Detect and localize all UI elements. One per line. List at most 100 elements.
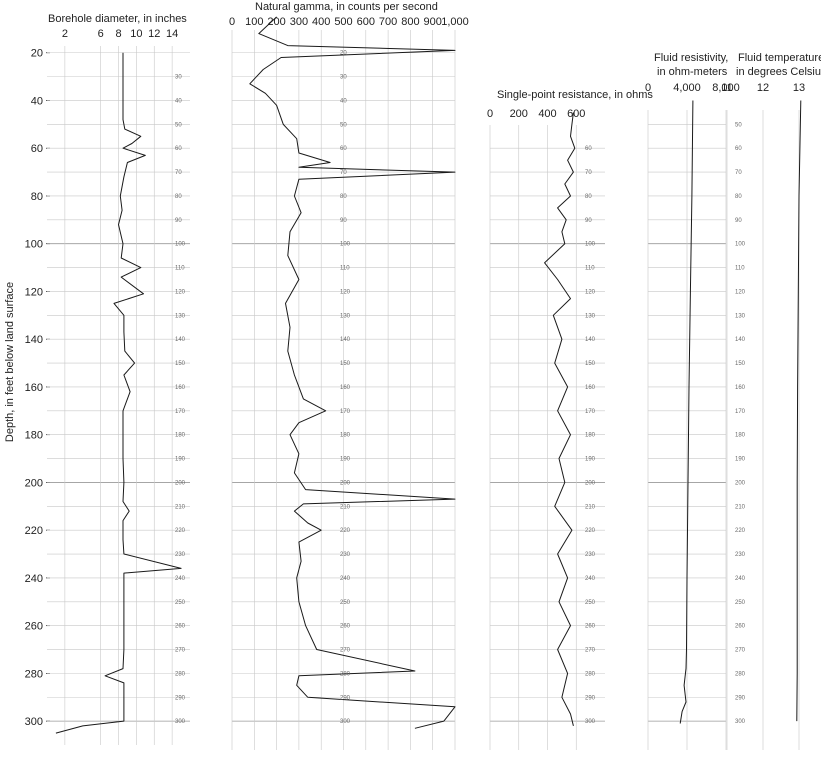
- depth-annotation: 60: [340, 146, 347, 152]
- depth-annotation-column: 30 40 50 60 70 80 90 100 110 120 130 140 150 160 170 18…: [175, 75, 186, 726]
- borehole-diameter-trace: [55, 52, 182, 734]
- depth-annotation: 130: [340, 313, 351, 319]
- fluid-temperature-tick-label: 11: [721, 82, 732, 94]
- depth-annotation: 100: [175, 242, 186, 248]
- depth-annotation: 210: [340, 504, 351, 510]
- depth-tick-label: 220: [25, 525, 43, 537]
- depth-annotation: 50: [340, 122, 347, 128]
- depth-annotation: 150: [175, 361, 186, 367]
- depth-tick-label: 160: [25, 382, 43, 394]
- depth-annotation: 110: [175, 266, 185, 272]
- depth-annotation: 220: [735, 528, 746, 534]
- depth-annotation: 50: [735, 122, 742, 128]
- depth-annotation: 150: [340, 361, 351, 367]
- depth-annotation: 250: [340, 600, 351, 606]
- single-point-resistance-track: Single-point resistance, in ohms 0 200 400…: [487, 89, 653, 750]
- depth-annotation: 20: [340, 51, 347, 57]
- depth-annotation: 130: [175, 313, 186, 319]
- depth-annotation: 210: [585, 504, 596, 510]
- depth-annotation: 60: [585, 146, 592, 152]
- depth-annotation: 90: [175, 218, 182, 224]
- depth-annotation: 170: [735, 409, 746, 415]
- depth-annotation: 160: [585, 385, 596, 391]
- depth-annotation: 230: [735, 552, 746, 558]
- borehole-diameter-tick-label: 8: [115, 28, 121, 40]
- depth-annotation: 290: [585, 695, 596, 701]
- depth-annotation: 270: [175, 648, 186, 654]
- natural-gamma-tick-label: 300: [290, 16, 308, 28]
- depth-annotation: 180: [340, 433, 351, 439]
- depth-annotation: 280: [175, 671, 186, 677]
- depth-annotation: 220: [340, 528, 351, 534]
- depth-annotation: 120: [735, 289, 746, 295]
- natural-gamma-tick-label: 900: [424, 16, 442, 28]
- depth-annotation: 80: [735, 194, 742, 200]
- borehole-diameter-tick-label: 12: [148, 28, 160, 40]
- depth-annotation: 150: [735, 361, 746, 367]
- depth-tick-label: 200: [25, 477, 43, 489]
- depth-annotation: 40: [340, 98, 347, 104]
- depth-annotation: 200: [585, 480, 596, 486]
- fluid-resistivity-tick-label: 4,000: [673, 82, 701, 94]
- depth-annotation: 250: [585, 600, 596, 606]
- depth-annotation: 110: [340, 266, 350, 272]
- fluid-temperature-tick-label: 13: [793, 82, 805, 94]
- fluid-temperature-title-line2: in degrees Celsius: [736, 66, 821, 78]
- depth-annotation: 70: [735, 170, 742, 176]
- depth-annotation: 190: [175, 457, 186, 463]
- fluid-resistivity-tick-label: 0: [645, 82, 651, 94]
- natural-gamma-grid: [231, 30, 456, 750]
- depth-annotation: 300: [175, 719, 186, 725]
- depth-annotation: 80: [340, 194, 347, 200]
- natural-gamma-tick-label: 100: [245, 16, 263, 28]
- natural-gamma-tick-label: 0: [229, 16, 235, 28]
- depth-annotation: 230: [585, 552, 596, 558]
- depth-annotation: 250: [735, 600, 746, 606]
- natural-gamma-tick-label: 800: [401, 16, 419, 28]
- depth-tick-label: 240: [25, 573, 43, 585]
- depth-annotation: 200: [735, 480, 746, 486]
- depth-annotation: 120: [340, 289, 351, 295]
- depth-annotation-column: 20 30 40 50 60 70 80 90 100 110 120 130 140 150 160 170…: [340, 51, 351, 725]
- depth-annotation: 170: [340, 409, 351, 415]
- single-point-resistance-title: Single-point resistance, in ohms: [497, 89, 653, 101]
- depth-annotation: 100: [585, 242, 596, 248]
- depth-annotation: 230: [340, 552, 351, 558]
- depth-tick-label: 80: [31, 191, 43, 203]
- depth-annotation-column: 50 60 70 80 90 100 110 120 130 140 150 160 170 180 190…: [735, 122, 746, 725]
- depth-annotation: 60: [175, 146, 182, 152]
- depth-annotation: 80: [585, 194, 592, 200]
- depth-tick-label: 60: [31, 143, 43, 155]
- depth-annotation: 100: [340, 242, 351, 248]
- fluid-temperature-title-line1: Fluid temperature,: [738, 52, 821, 64]
- depth-annotation: 30: [340, 75, 347, 81]
- depth-annotation: 130: [585, 313, 596, 319]
- fluid-temperature-tick-label: 12: [757, 82, 769, 94]
- borehole-diameter-title: Borehole diameter, in inches: [48, 13, 187, 25]
- depth-annotation: 130: [735, 313, 746, 319]
- depth-annotation: 240: [340, 576, 351, 582]
- depth-tick-label: 100: [25, 239, 43, 251]
- depth-annotation: 250: [175, 600, 186, 606]
- depth-annotation: 140: [175, 337, 186, 343]
- depth-annotation: 240: [585, 576, 596, 582]
- depth-annotation: 280: [340, 671, 351, 677]
- depth-annotation: 260: [340, 624, 351, 630]
- natural-gamma-track: Natural gamma, in counts per second 0 100…: [229, 1, 469, 750]
- depth-annotation: 60: [735, 146, 742, 152]
- fluid-temperature-track: Fluid temperature, in degrees Celsius 11…: [721, 52, 821, 750]
- depth-axis: 20 40 60 80 100 120 140 160 180 200 220 240 260 280 30…: [25, 48, 50, 728]
- fluid-resistivity-title-line2: in ohm-meters: [657, 66, 728, 78]
- depth-annotation: 200: [340, 480, 351, 486]
- depth-annotation: 280: [585, 671, 596, 677]
- depth-annotation: 300: [735, 719, 746, 725]
- depth-annotation: 70: [340, 170, 347, 176]
- depth-axis-label: Depth, in feet below land surface: [4, 282, 16, 442]
- depth-annotation: 80: [175, 194, 182, 200]
- depth-annotation: 110: [585, 266, 595, 272]
- depth-annotation: 260: [735, 624, 746, 630]
- depth-tick-label: 20: [31, 48, 43, 60]
- fluid-temperature-trace: [796, 100, 802, 722]
- natural-gamma-title: Natural gamma, in counts per second: [255, 1, 438, 13]
- borehole-diameter-tick-label: 14: [166, 28, 178, 40]
